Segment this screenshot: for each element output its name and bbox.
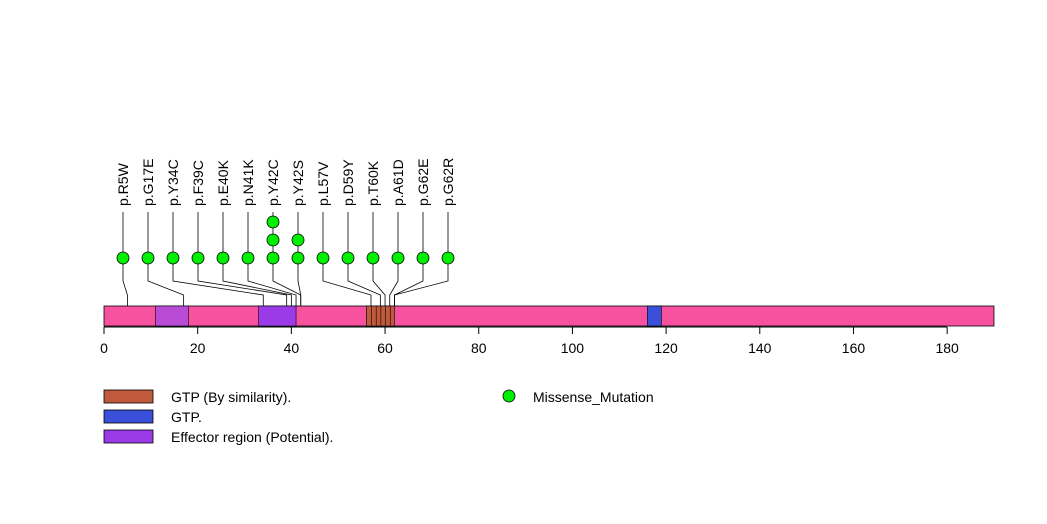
domain-0 bbox=[155, 305, 189, 327]
mutation-label-p.A61D: p.A61D bbox=[390, 159, 406, 206]
connector-p.Y42S bbox=[297, 258, 302, 306]
mutation-label-p.G62R: p.G62R bbox=[440, 158, 456, 206]
legend-swatch-1 bbox=[103, 409, 154, 424]
mutation-label-p.D59Y: p.D59Y bbox=[340, 159, 356, 206]
domain-1 bbox=[258, 305, 297, 327]
x-tick-label-20: 20 bbox=[190, 340, 206, 356]
domain-3 bbox=[647, 305, 662, 327]
x-tick-label-120: 120 bbox=[654, 340, 678, 356]
connector-p.G62E bbox=[394, 258, 424, 306]
x-tick-label-60: 60 bbox=[377, 340, 393, 356]
mutation-point-p.Y42C-3 bbox=[266, 215, 280, 229]
x-tick-label-80: 80 bbox=[471, 340, 487, 356]
connector-p.A61D bbox=[389, 258, 399, 306]
x-tick-label-100: 100 bbox=[561, 340, 585, 356]
connector-p.L57V bbox=[322, 258, 372, 306]
connector-p.D59Y bbox=[347, 258, 381, 306]
mutation-label-p.G62E: p.G62E bbox=[415, 159, 431, 206]
mutation-point-p.A61D-1 bbox=[391, 251, 405, 265]
mutation-label-p.L57V: p.L57V bbox=[315, 161, 331, 206]
mutation-label-p.N41K: p.N41K bbox=[240, 159, 256, 206]
domain-2 bbox=[366, 305, 395, 327]
mutation-point-p.R5W-1 bbox=[116, 251, 130, 265]
connector-p.R5W bbox=[122, 258, 128, 306]
legend-label-1: GTP. bbox=[171, 409, 202, 425]
x-axis: 0 20 40 60 80 100 120 140 160 180 bbox=[100, 326, 959, 356]
mutation-point-p.G62R-1 bbox=[441, 251, 455, 265]
mutation-label-p.Y34C: p.Y34C bbox=[165, 159, 181, 206]
mutation-label-p.G17E: p.G17E bbox=[140, 159, 156, 206]
mutation-label-p.F39C: p.F39C bbox=[190, 160, 206, 206]
protein-backbone bbox=[103, 305, 995, 327]
mutation-point-p.G17E-1 bbox=[141, 251, 155, 265]
connector-p.N41K bbox=[247, 258, 297, 306]
mutation-point-p.E40K-1 bbox=[216, 251, 230, 265]
legend-swatch-2 bbox=[103, 429, 154, 444]
mutation-point-p.D59Y-1 bbox=[341, 251, 355, 265]
mutation-label-p.E40K: p.E40K bbox=[215, 159, 231, 206]
mutation-label-p.R5W: p.R5W bbox=[115, 162, 131, 206]
mutation-label-p.Y42C: p.Y42C bbox=[265, 159, 281, 206]
connector-p.Y34C bbox=[172, 258, 264, 306]
x-tick-label-140: 140 bbox=[748, 340, 772, 356]
connector-p.E40K bbox=[222, 258, 292, 306]
protein-track bbox=[103, 305, 995, 327]
legend-label-2: Effector region (Potential). bbox=[171, 429, 333, 445]
x-tick-label-40: 40 bbox=[284, 340, 300, 356]
mutation-labels: p.R5W p.G17E p.Y34C p.F39C p.E40K p.N41K p.Y42… bbox=[115, 158, 456, 206]
mutation-point-p.F39C-1 bbox=[191, 251, 205, 265]
mutation-point-p.Y42C-1 bbox=[266, 251, 280, 265]
mutation-point-p.Y42S-2 bbox=[291, 233, 305, 247]
mutation-point-p.Y34C-1 bbox=[166, 251, 180, 265]
x-tick-label-160: 160 bbox=[842, 340, 866, 356]
mutation-point-p.T60K-1 bbox=[366, 251, 380, 265]
x-tick-label-0: 0 bbox=[100, 340, 108, 356]
legend-label-0: GTP (By similarity). bbox=[171, 389, 291, 405]
connector-p.T60K bbox=[372, 258, 386, 306]
legend-mutation-marker bbox=[502, 389, 516, 403]
legend-swatch-0 bbox=[103, 389, 154, 404]
connector-p.G17E bbox=[147, 258, 185, 306]
mutation-point-p.N41K-1 bbox=[241, 251, 255, 265]
mutation-point-p.Y42S-1 bbox=[291, 251, 305, 265]
mutation-point-p.L57V-1 bbox=[316, 251, 330, 265]
legend-mutation-label: Missense_Mutation bbox=[533, 389, 654, 405]
mutation-point-p.Y42C-2 bbox=[266, 233, 280, 247]
mutation-lollipops bbox=[116, 215, 455, 265]
legend: GTP (By similarity). GTP. Effector region … bbox=[103, 389, 654, 445]
connector-p.G62R bbox=[394, 258, 449, 306]
mutation-point-p.G62E-1 bbox=[416, 251, 430, 265]
mutation-label-p.Y42S: p.Y42S bbox=[290, 160, 306, 206]
x-tick-label-180: 180 bbox=[935, 340, 959, 356]
mutation-label-p.T60K: p.T60K bbox=[365, 160, 381, 206]
connector-p.F39C bbox=[197, 258, 288, 306]
